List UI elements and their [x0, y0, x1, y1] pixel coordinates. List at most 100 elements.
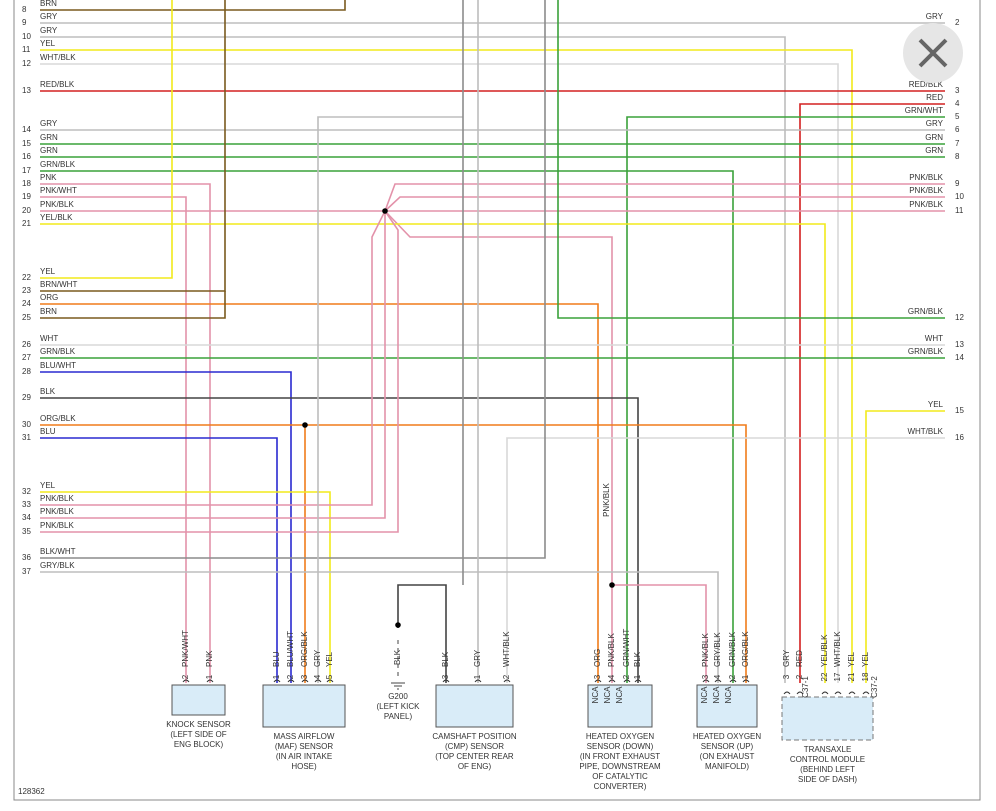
- inner-label: NCA: [724, 686, 733, 704]
- wire-label: BLU/WHT: [40, 361, 76, 370]
- pin-number: 37: [22, 567, 31, 576]
- figure-number: 128362: [18, 787, 45, 796]
- pin-terminal: [742, 679, 750, 683]
- component-box: [262, 684, 346, 728]
- wire-label: PNK: [205, 650, 214, 667]
- wire-label: PNK/WHT: [181, 630, 190, 667]
- wire-label: PNK/WHT: [40, 186, 77, 195]
- wire: [40, 437, 278, 683]
- pin-number: 24: [22, 299, 31, 308]
- component-name: (ON EXHAUST: [700, 752, 755, 761]
- wire: [40, 223, 826, 683]
- pin-number: 14: [22, 125, 31, 134]
- pin-number: 11: [955, 206, 964, 215]
- pin-terminal: [848, 691, 856, 695]
- pin-terminal: [594, 679, 602, 683]
- wire-label: BRN: [40, 0, 57, 8]
- pin-terminal: [206, 679, 214, 683]
- pin-terminal: [301, 679, 309, 683]
- wire: [612, 584, 707, 683]
- wire: [40, 303, 599, 683]
- wire-label: GRY/BLK: [713, 632, 722, 667]
- pin-number: 10: [955, 192, 964, 201]
- pin-number: 2: [181, 674, 190, 679]
- pin-terminal: [796, 691, 804, 695]
- wire: [40, 397, 639, 683]
- wire-label: GRN: [40, 133, 58, 142]
- pin-number: 15: [955, 406, 964, 415]
- pin-terminal: [702, 679, 710, 683]
- pin-number: 3: [300, 674, 309, 679]
- wire-label: GRN/WHT: [905, 106, 943, 115]
- component-name: SENSOR (DOWN): [587, 742, 654, 751]
- pin-number: 11: [22, 45, 31, 54]
- wire-label: PNK/BLK: [607, 633, 616, 667]
- wire-label: YEL: [928, 400, 944, 409]
- pin-number: 26: [22, 340, 31, 349]
- wire: [40, 63, 839, 683]
- pin-number: 1: [205, 674, 214, 679]
- pin-number: 20: [22, 206, 31, 215]
- pin-number: 13: [22, 86, 31, 95]
- pin-terminal: [273, 679, 281, 683]
- wire: [40, 571, 719, 683]
- wire-label: WHT/BLK: [833, 631, 842, 667]
- pin-number: 28: [22, 367, 31, 376]
- connector-label: C37-1: [801, 676, 810, 698]
- wire: [40, 210, 386, 506]
- pin-number: 21: [22, 219, 31, 228]
- wire-label: YEL: [40, 481, 56, 490]
- pin-number: 34: [22, 513, 31, 522]
- wire-label: RED/BLK: [909, 80, 944, 89]
- splice: [395, 622, 401, 628]
- splice-label: PNK/BLK: [602, 482, 611, 516]
- pin-number: 12: [22, 59, 31, 68]
- wire: [40, 371, 292, 683]
- wire-label: GRN/WHT: [622, 629, 631, 667]
- pin-terminal: [474, 679, 482, 683]
- wire-label: GRN/BLK: [40, 347, 76, 356]
- pin-number: 1: [272, 674, 281, 679]
- wire: [40, 49, 853, 683]
- pin-number: 32: [22, 487, 31, 496]
- wire-label: GRY: [40, 26, 58, 35]
- component-name: SENSOR (UP): [701, 742, 754, 751]
- pin-number: 4: [313, 674, 322, 679]
- wire: [384, 196, 945, 212]
- component-name: PIPE, DOWNSTREAM: [579, 762, 661, 771]
- component-name: HEATED OXYGEN: [693, 732, 762, 741]
- component-name: OF ENG): [458, 762, 492, 771]
- pin-number: 27: [22, 353, 31, 362]
- wire-label: ORG/BLK: [40, 414, 76, 423]
- inner-label: NCA: [603, 686, 612, 704]
- wire-label: GRN/BLK: [908, 307, 944, 316]
- wire-label: GRN/BLK: [40, 160, 76, 169]
- wire-label: BLU: [272, 651, 281, 667]
- pin-number: 15: [22, 139, 31, 148]
- wire: [40, 211, 386, 519]
- component-name: HOSE): [291, 762, 317, 771]
- pin-number: 4: [607, 674, 616, 679]
- wire: [40, 0, 346, 11]
- component-name: ENG BLOCK): [174, 740, 224, 749]
- pin-number: 10: [22, 32, 31, 41]
- wire-label: GRY/BLK: [40, 561, 75, 570]
- pin-number: 19: [22, 192, 31, 201]
- pin-number: 16: [22, 152, 31, 161]
- pin-number: 17: [22, 166, 31, 175]
- splice: [302, 422, 308, 428]
- pin-number: 16: [955, 433, 964, 442]
- wire: [799, 103, 945, 683]
- ground-name: G200: [388, 692, 408, 701]
- wire: [40, 210, 399, 533]
- pin-number: 3: [441, 674, 450, 679]
- component-name: CONVERTER): [594, 782, 647, 791]
- wire-label: GRN/BLK: [728, 631, 737, 667]
- pin-number: 33: [22, 500, 31, 509]
- wire-label: YEL: [847, 651, 856, 667]
- close-button[interactable]: [903, 23, 963, 83]
- ground-symbol: [391, 682, 405, 690]
- component-box: [696, 684, 758, 728]
- component-name: MASS AIRFLOW: [274, 732, 335, 741]
- wire: [557, 0, 945, 319]
